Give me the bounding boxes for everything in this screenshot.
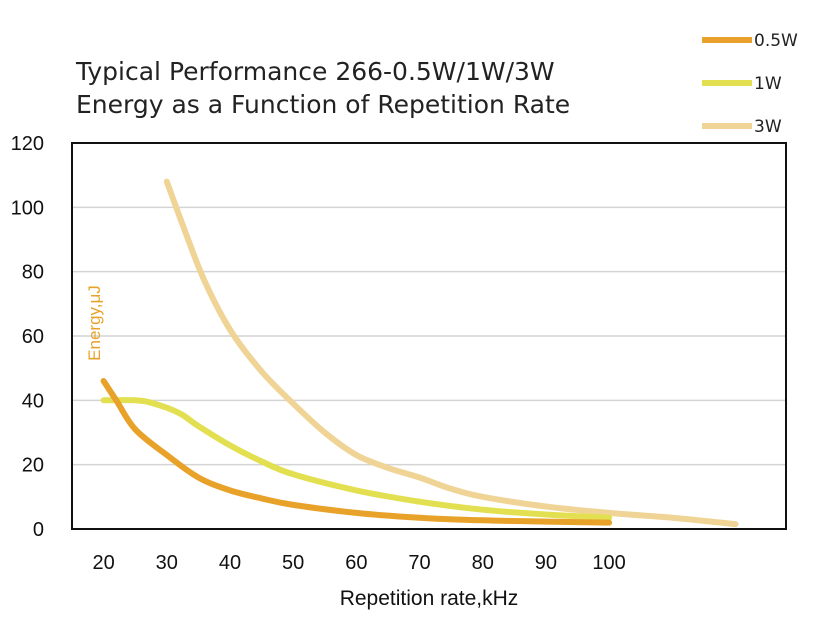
series-line-3w: [163, 178, 739, 528]
y-axis-label: Energy,μJ: [85, 285, 104, 361]
grid: [72, 206, 786, 466]
chart-title-line-1: Typical Performance 266-0.5W/1W/3W: [75, 57, 555, 86]
x-tick-label: 50: [282, 552, 304, 574]
y-tick-label: 100: [11, 197, 44, 219]
chart-title-line-2: Energy as a Function of Repetition Rate: [76, 90, 570, 119]
x-axis-label: Repetition rate,kHz: [340, 587, 519, 610]
x-tick-label: 90: [535, 552, 557, 574]
x-tick-label: 80: [472, 552, 494, 574]
legend-label: 0.5W: [754, 31, 798, 51]
x-tick-label: 40: [219, 552, 241, 574]
legend-label: 3W: [754, 117, 782, 137]
x-tick-label: 70: [408, 552, 430, 574]
y-tick-label: 80: [22, 262, 44, 284]
x-tick-labels: 20 30 40 50 60 70 80 90 100: [92, 552, 625, 574]
legend: 0.5W 1W 3W: [702, 31, 798, 137]
series-line-0-5w: [100, 378, 613, 526]
y-tick-labels: 0 20 40 60 80 100 120: [11, 133, 44, 541]
x-tick-label: 20: [92, 552, 114, 574]
y-tick-label: 60: [22, 326, 44, 348]
legend-label: 1W: [754, 74, 782, 94]
series-line-1w: [100, 397, 613, 521]
plot-frame: [71, 142, 787, 530]
y-tick-label: 20: [22, 455, 44, 477]
y-tick-label: 120: [11, 133, 44, 155]
y-tick-label: 0: [33, 519, 44, 541]
x-tick-label: 60: [345, 552, 367, 574]
x-tick-label: 100: [592, 552, 625, 574]
x-tick-label: 30: [156, 552, 178, 574]
chart-title: Typical Performance 266-0.5W/1W/3W Energ…: [75, 57, 570, 119]
y-tick-label: 40: [22, 390, 44, 412]
series-lines: [100, 178, 739, 528]
